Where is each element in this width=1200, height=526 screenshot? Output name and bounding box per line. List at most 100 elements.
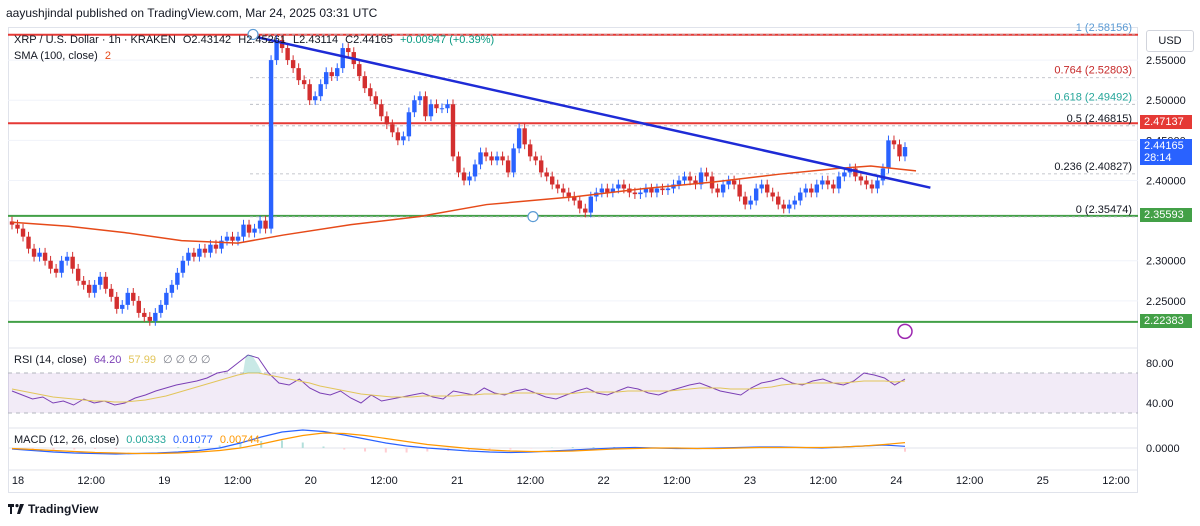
candle-body — [97, 276, 103, 285]
x-tick-label: 12:00 — [955, 475, 984, 487]
sma-value: 2 — [104, 50, 111, 62]
x-tick-label: 23 — [743, 475, 757, 487]
fib-level-label: 0 (2.35474) — [1076, 204, 1132, 216]
rsi-label[interactable]: RSI (14, close) — [14, 354, 87, 366]
candle-body — [340, 48, 345, 69]
candle-body — [803, 188, 808, 193]
candle-body — [53, 268, 59, 273]
candle-body — [417, 96, 423, 101]
symbol-label[interactable]: XRP / U.S. Dollar · 1h · KRAKEN — [14, 34, 176, 46]
candle-body — [764, 184, 770, 193]
candle-body — [726, 180, 731, 185]
candle-body — [450, 104, 456, 157]
lightning-icon — [897, 323, 913, 340]
y-tick-label: 2.40000 — [1146, 175, 1186, 187]
rsi-empty-values: ∅ ∅ ∅ ∅ — [163, 354, 211, 366]
candle-body — [346, 48, 351, 53]
candle-body — [428, 104, 434, 117]
candle-body — [191, 252, 197, 257]
candle-body — [527, 144, 533, 157]
macd-signal-value: 0.00744 — [219, 434, 260, 446]
candle-body — [682, 176, 687, 181]
candle-body — [75, 268, 81, 281]
candle-body — [720, 184, 726, 193]
candle-body — [665, 188, 671, 191]
candle-body — [219, 240, 224, 249]
candle-body — [279, 40, 285, 49]
candle-body — [48, 260, 53, 269]
candle-body — [616, 184, 621, 189]
macd-label[interactable]: MACD (12, 26, close) — [14, 434, 120, 446]
tradingview-brand[interactable]: TradingView — [8, 502, 98, 516]
candle-body — [412, 100, 417, 113]
candle-body — [15, 224, 20, 229]
x-tick-label: 12:00 — [77, 475, 105, 487]
candle-body — [59, 260, 64, 273]
fib-anchor-high — [247, 28, 259, 41]
candle-body — [208, 244, 213, 253]
candle-body — [263, 220, 268, 229]
x-tick-label: 12:00 — [223, 475, 252, 487]
x-tick-label: 18 — [11, 475, 25, 487]
candle-body — [213, 244, 219, 249]
candle-body — [737, 184, 742, 197]
candle-body — [285, 48, 290, 61]
y-tick-label: 2.50000 — [1146, 95, 1186, 107]
candle-body — [434, 104, 439, 109]
candle-body — [858, 176, 864, 181]
candle-body — [81, 280, 86, 285]
candle-body — [301, 80, 307, 85]
rsi-overbought-fill — [243, 355, 262, 373]
rsi-tick-label: 40.00 — [1146, 398, 1174, 410]
low-value: L2.43114 — [293, 34, 339, 46]
high-value: H2.45261 — [238, 34, 286, 46]
candle-body — [550, 176, 555, 185]
candle-body — [897, 144, 902, 157]
candle-body — [494, 156, 500, 161]
x-tick-label: 12:00 — [1102, 475, 1130, 487]
rsi-ma-value: 57.99 — [128, 354, 156, 366]
sma-label[interactable]: SMA (100, close) — [14, 50, 98, 62]
candle-body — [70, 256, 75, 269]
candle-body — [445, 104, 450, 109]
countdown-label: 28:14 — [1144, 152, 1172, 165]
main-legend: XRP / U.S. Dollar · 1h · KRAKEN O2.43142… — [14, 34, 498, 46]
candle-body — [252, 228, 257, 233]
rsi-ma-line — [11, 372, 906, 403]
candle-body — [439, 108, 445, 110]
macd-tick-label: 0.0000 — [1146, 443, 1180, 455]
candle-body — [781, 204, 786, 209]
candle-body — [401, 136, 406, 141]
candle-body — [324, 72, 329, 85]
x-tick-label: 12:00 — [370, 475, 398, 487]
x-tick-label: 12:00 — [663, 475, 691, 487]
candle-body — [660, 188, 665, 191]
candle-body — [423, 96, 428, 117]
chart-frame[interactable] — [8, 27, 1138, 493]
candle-body — [544, 172, 549, 177]
trendline — [251, 34, 931, 189]
candle-body — [842, 172, 847, 177]
candle-body — [516, 128, 522, 149]
candle-body — [373, 96, 379, 105]
x-tick-label: 19 — [158, 475, 171, 487]
candle-body — [836, 176, 842, 189]
x-tick-label: 12:00 — [516, 475, 545, 487]
candle-body — [792, 200, 797, 205]
candle-body — [472, 164, 478, 177]
currency-button[interactable]: USD — [1146, 30, 1194, 52]
candle-body — [605, 188, 610, 193]
x-tick-label: 22 — [597, 475, 610, 487]
rsi-legend: RSI (14, close) 64.20 57.99 ∅ ∅ ∅ ∅ — [14, 353, 215, 366]
change-value: +0.00947 (+0.39%) — [399, 34, 495, 46]
fib-anchor-low — [527, 210, 539, 223]
candle-body — [632, 192, 638, 195]
candle-body — [693, 180, 698, 185]
candle-body — [583, 208, 588, 213]
candle-body — [357, 64, 362, 77]
candle-body — [831, 184, 836, 189]
candle-body — [197, 248, 202, 257]
candle-body — [649, 188, 654, 193]
candle-body — [610, 188, 616, 193]
